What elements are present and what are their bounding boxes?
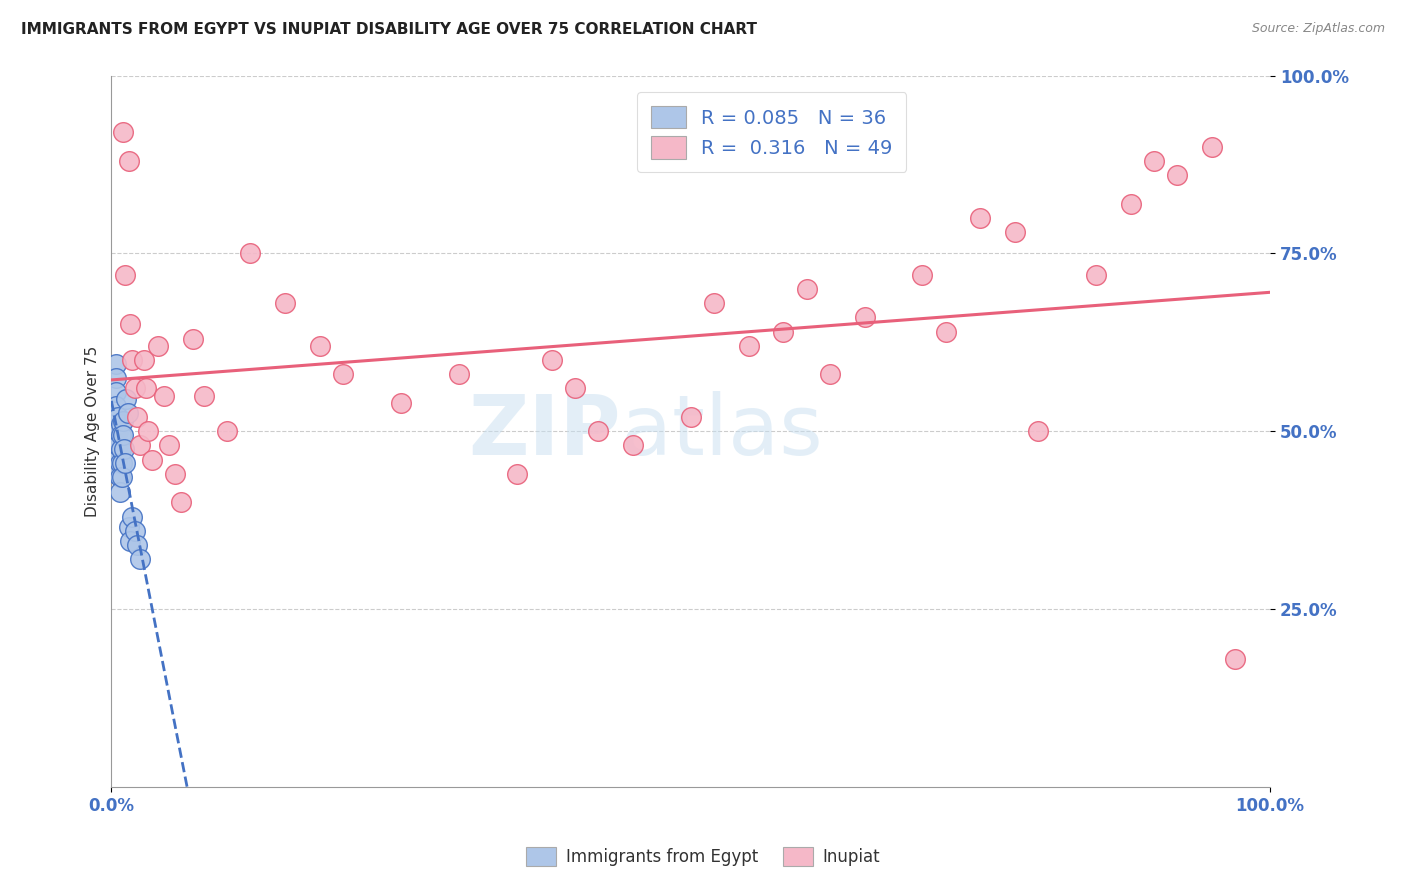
Point bbox=[114, 456, 136, 470]
Text: ZIP: ZIP bbox=[468, 391, 621, 472]
Point bbox=[935, 325, 957, 339]
Point bbox=[540, 353, 562, 368]
Point bbox=[138, 424, 160, 438]
Point bbox=[105, 357, 128, 371]
Point bbox=[1201, 139, 1223, 153]
Point bbox=[772, 325, 794, 339]
Point bbox=[447, 368, 470, 382]
Point bbox=[104, 438, 127, 452]
Point bbox=[170, 495, 193, 509]
Point bbox=[1004, 225, 1026, 239]
Point bbox=[1119, 196, 1142, 211]
Point bbox=[679, 409, 702, 424]
Point bbox=[112, 442, 135, 456]
Text: atlas: atlas bbox=[621, 391, 823, 472]
Point bbox=[107, 409, 129, 424]
Point bbox=[108, 456, 131, 470]
Point bbox=[103, 427, 125, 442]
Point bbox=[239, 246, 262, 260]
Point bbox=[506, 467, 529, 481]
Point bbox=[217, 424, 239, 438]
Point bbox=[105, 452, 128, 467]
Point bbox=[703, 296, 725, 310]
Point bbox=[121, 353, 143, 368]
Point bbox=[853, 310, 876, 325]
Point bbox=[737, 339, 759, 353]
Point bbox=[125, 538, 148, 552]
Point bbox=[124, 382, 146, 396]
Point bbox=[621, 438, 644, 452]
Point bbox=[105, 467, 128, 481]
Point bbox=[108, 470, 131, 484]
Y-axis label: Disability Age Over 75: Disability Age Over 75 bbox=[86, 345, 100, 516]
Point bbox=[152, 389, 174, 403]
Point bbox=[111, 427, 134, 442]
Point bbox=[124, 524, 146, 538]
Point bbox=[118, 153, 141, 168]
Text: IMMIGRANTS FROM EGYPT VS INUPIAT DISABILITY AGE OVER 75 CORRELATION CHART: IMMIGRANTS FROM EGYPT VS INUPIAT DISABIL… bbox=[21, 22, 756, 37]
Point bbox=[110, 427, 132, 442]
Point bbox=[118, 520, 141, 534]
Point bbox=[1166, 168, 1188, 182]
Point bbox=[141, 452, 163, 467]
Legend: R = 0.085   N = 36, R =  0.316   N = 49: R = 0.085 N = 36, R = 0.316 N = 49 bbox=[637, 93, 907, 172]
Point bbox=[105, 399, 128, 413]
Point bbox=[111, 413, 134, 427]
Point bbox=[132, 353, 155, 368]
Point bbox=[108, 484, 131, 499]
Point bbox=[181, 332, 204, 346]
Point bbox=[157, 438, 180, 452]
Point bbox=[111, 456, 134, 470]
Point bbox=[1143, 153, 1166, 168]
Point bbox=[193, 389, 215, 403]
Point bbox=[114, 268, 136, 282]
Point bbox=[105, 371, 128, 385]
Point bbox=[1028, 424, 1050, 438]
Point bbox=[389, 395, 412, 409]
Point bbox=[105, 438, 128, 452]
Point bbox=[125, 409, 148, 424]
Point bbox=[105, 424, 128, 438]
Point bbox=[104, 424, 127, 438]
Point bbox=[110, 442, 132, 456]
Point bbox=[129, 438, 152, 452]
Point bbox=[146, 339, 169, 353]
Point bbox=[118, 318, 141, 332]
Point bbox=[104, 409, 127, 424]
Point bbox=[274, 296, 297, 310]
Point bbox=[1085, 268, 1108, 282]
Point bbox=[118, 534, 141, 549]
Point bbox=[796, 282, 818, 296]
Point bbox=[105, 385, 128, 400]
Point bbox=[111, 470, 134, 484]
Point bbox=[117, 406, 139, 420]
Point bbox=[969, 211, 991, 225]
Point bbox=[115, 392, 138, 406]
Point bbox=[586, 424, 609, 438]
Point bbox=[911, 268, 934, 282]
Point bbox=[129, 552, 152, 566]
Point bbox=[107, 438, 129, 452]
Point bbox=[165, 467, 187, 481]
Point bbox=[818, 368, 841, 382]
Point bbox=[309, 339, 332, 353]
Point bbox=[564, 382, 586, 396]
Point bbox=[332, 368, 354, 382]
Point bbox=[111, 125, 134, 139]
Point bbox=[1225, 652, 1247, 666]
Point bbox=[110, 417, 132, 431]
Point bbox=[107, 424, 129, 438]
Point bbox=[135, 382, 157, 396]
Text: Source: ZipAtlas.com: Source: ZipAtlas.com bbox=[1251, 22, 1385, 36]
Legend: Immigrants from Egypt, Inupiat: Immigrants from Egypt, Inupiat bbox=[517, 838, 889, 875]
Point bbox=[103, 442, 125, 456]
Point bbox=[121, 509, 143, 524]
